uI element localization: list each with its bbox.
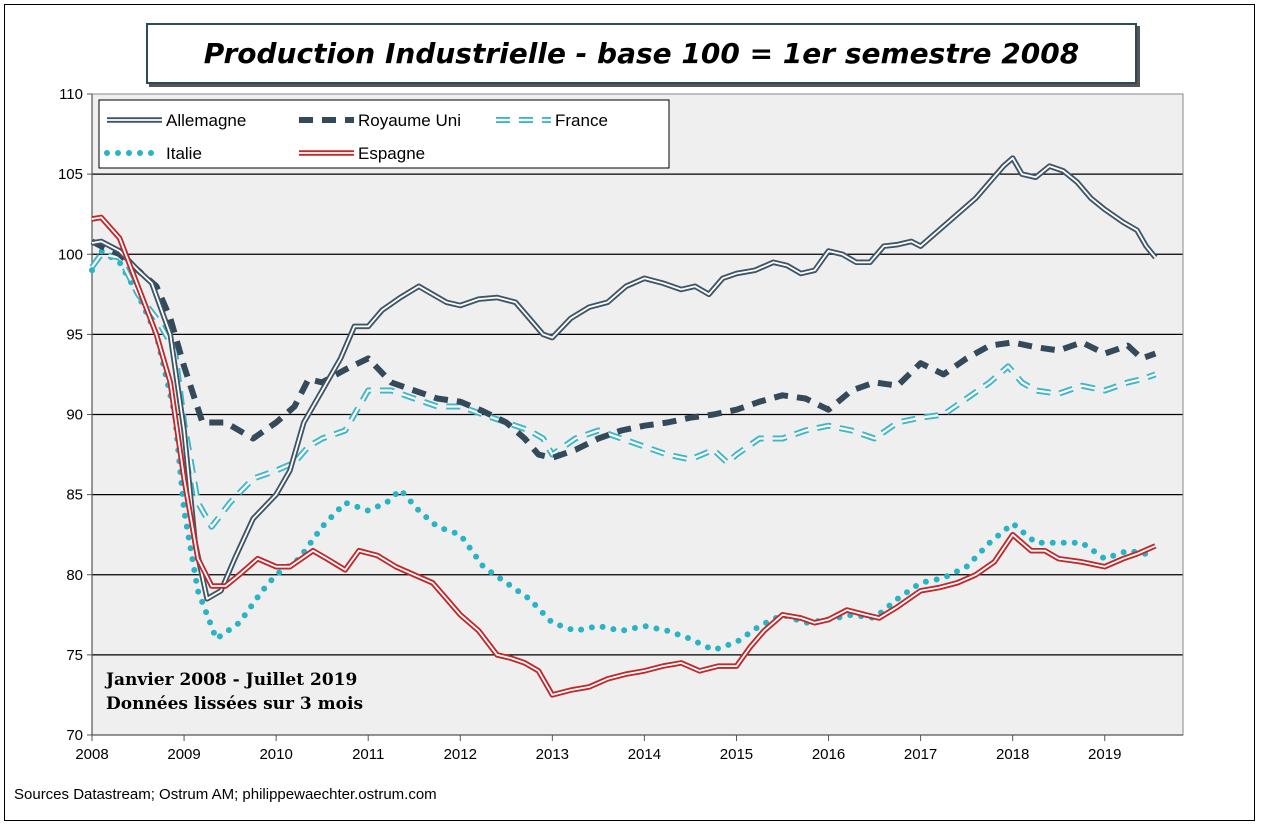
legend-label-italie: Italie bbox=[166, 144, 202, 163]
chart-title: Production Industrielle - base 100 = 1er… bbox=[203, 37, 1080, 70]
legend-item-royaume-uni: Royaume Uni bbox=[299, 111, 461, 130]
legend-item-espagne: Espagne bbox=[299, 144, 425, 163]
x-tick-label: 2018 bbox=[996, 746, 1029, 763]
series-line-allemagne bbox=[91, 157, 1157, 600]
y-tick-label: 95 bbox=[66, 326, 83, 343]
x-tick-label: 2010 bbox=[259, 746, 292, 763]
legend-label-allemagne: Allemagne bbox=[166, 111, 246, 130]
y-tick-label: 105 bbox=[58, 166, 83, 183]
x-tick-label: 2013 bbox=[536, 746, 569, 763]
x-tick-label: 2016 bbox=[812, 746, 845, 763]
series-espagne bbox=[91, 214, 1157, 698]
y-tick-label: 110 bbox=[59, 86, 83, 103]
legend-item-france: France bbox=[496, 111, 608, 130]
series-france bbox=[89, 251, 1157, 530]
series-line-royaume-uni bbox=[90, 238, 1157, 461]
series-line-espagne bbox=[91, 216, 1156, 696]
series-allemagne bbox=[91, 155, 1158, 602]
legend: Allemagne Royaume Uni France Italie Espagne bbox=[98, 99, 670, 169]
y-tick-label: 100 bbox=[58, 246, 83, 263]
y-tick-label: 75 bbox=[66, 647, 83, 664]
legend-box bbox=[98, 99, 670, 169]
annotation-smoothing: Données lissées sur 3 mois bbox=[106, 694, 364, 714]
x-tick-label: 2009 bbox=[167, 746, 200, 763]
series-line-france bbox=[91, 253, 1156, 528]
legend-label-royaume-uni: Royaume Uni bbox=[358, 111, 461, 130]
y-tick-label: 90 bbox=[66, 407, 83, 424]
axes: 70 75 80 85 90 95 100 105 110 2008 2009 2010 2011 201… bbox=[58, 86, 1184, 763]
x-tick-label: 2011 bbox=[352, 746, 384, 763]
legend-label-france: France bbox=[555, 111, 608, 130]
x-tick-label: 2008 bbox=[75, 746, 108, 763]
series-italie bbox=[89, 248, 1159, 654]
legend-item-italie: Italie bbox=[104, 144, 202, 163]
y-tick-label: 70 bbox=[66, 727, 83, 744]
x-tick-label: 2012 bbox=[444, 746, 477, 763]
series-royaume-uni bbox=[90, 238, 1157, 461]
chart-title-box: Production Industrielle - base 100 = 1er… bbox=[146, 23, 1137, 84]
series-line-italie bbox=[89, 248, 1159, 654]
x-tick-label: 2017 bbox=[904, 746, 937, 763]
annotation-block: Janvier 2008 - Juillet 2019 Données liss… bbox=[106, 668, 363, 716]
legend-label-espagne: Espagne bbox=[358, 144, 425, 163]
series-layer bbox=[89, 155, 1159, 698]
x-tick-label: 2015 bbox=[720, 746, 753, 763]
x-tick-label: 2019 bbox=[1088, 746, 1121, 763]
y-tick-label: 85 bbox=[66, 487, 83, 504]
y-tick-label: 80 bbox=[66, 567, 83, 584]
grid-lines bbox=[92, 173, 1183, 656]
source-note: Sources Datastream; Ostrum AM; philippew… bbox=[14, 786, 437, 803]
annotation-period: Janvier 2008 - Juillet 2019 bbox=[106, 670, 358, 690]
x-tick-label: 2014 bbox=[628, 746, 661, 763]
legend-item-allemagne: Allemagne bbox=[107, 111, 246, 130]
